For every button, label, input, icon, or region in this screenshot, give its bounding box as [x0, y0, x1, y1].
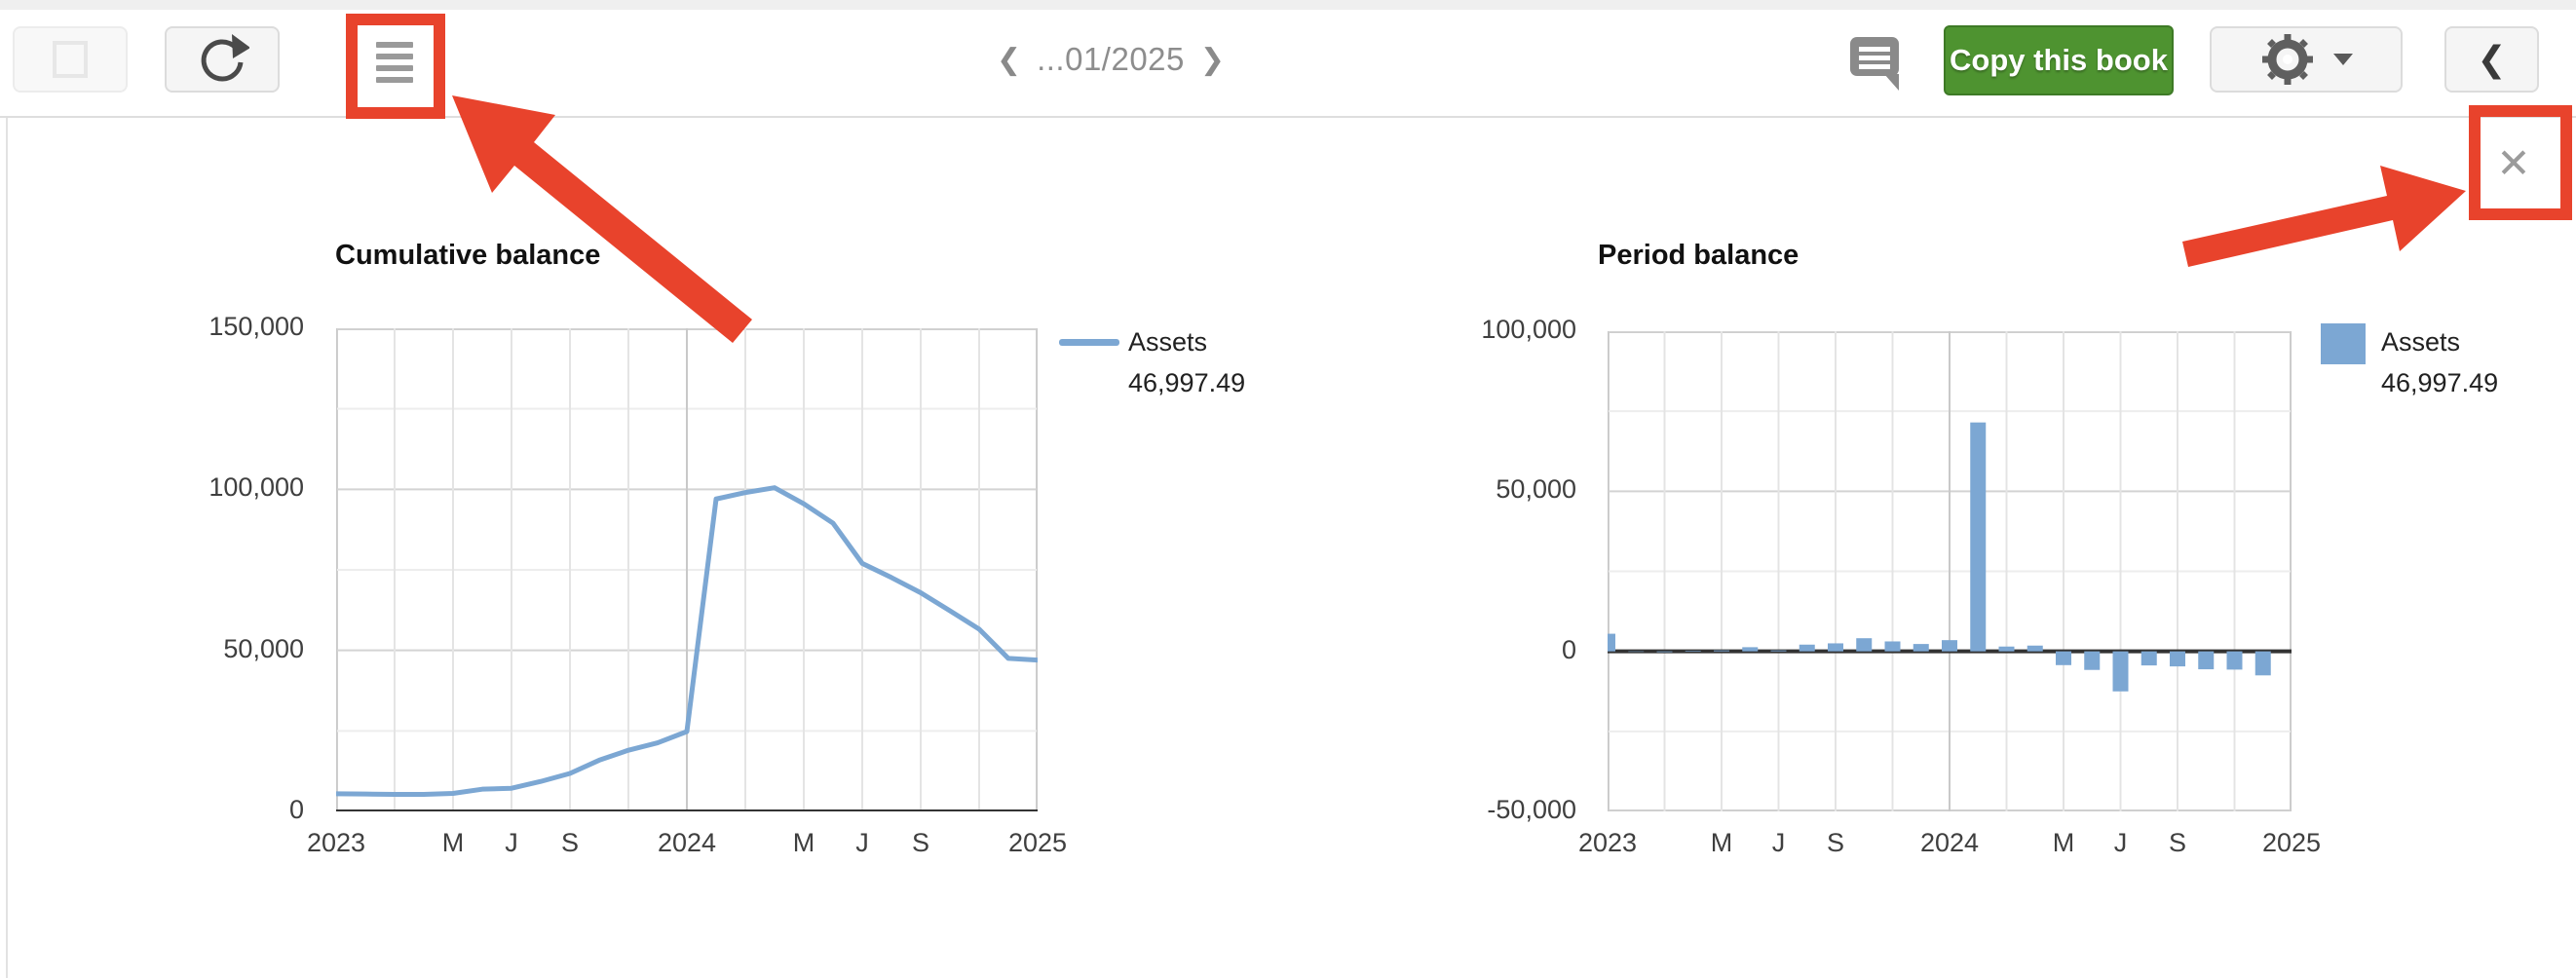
browser-top-strip: [0, 0, 2576, 10]
x-axis-tick-label: M: [2052, 828, 2075, 857]
date-navigation: ❮ ...01/2025 ❯: [974, 26, 1247, 93]
x-axis-tick-label: S: [1826, 828, 1844, 857]
legend-series-value: 46,997.49: [1128, 368, 1246, 397]
x-axis-tick-label: 2023: [1577, 828, 1638, 857]
x-axis-tick-label: 2025: [1007, 828, 1068, 857]
x-axis-tick-label: J: [1771, 828, 1786, 857]
x-axis-tick-label: S: [911, 828, 929, 857]
y-axis-tick-label: 50,000: [223, 633, 304, 663]
x-axis-tick-label: S: [560, 828, 579, 857]
y-axis-tick-label: 150,000: [208, 312, 304, 341]
legend-line-swatch: [1059, 339, 1119, 346]
annotation-arrow-to-close-button: [2182, 166, 2466, 267]
chart-title: Cumulative balance: [335, 240, 601, 271]
legend-square-swatch: [2321, 323, 2366, 364]
content-left-divider: [6, 118, 8, 978]
settings-button[interactable]: [2210, 26, 2403, 93]
copy-book-button[interactable]: Copy this book: [1944, 25, 2174, 95]
x-axis-tick-label: J: [855, 828, 869, 857]
period-balance-plot: [1608, 331, 2292, 811]
y-axis-tick-label: 100,000: [1481, 315, 1576, 344]
x-axis-tick-label: M: [441, 828, 465, 857]
chevron-left-icon: ❮: [2477, 39, 2507, 79]
annotation-box-list-button: [346, 14, 445, 119]
annotation-box-close-button: [2469, 105, 2572, 220]
y-axis-tick-label: -50,000: [1487, 795, 1576, 824]
cumulative-balance-plot: [336, 328, 1038, 811]
prev-period-button[interactable]: ❮: [996, 43, 1022, 76]
y-axis-tick-label: 0: [288, 795, 304, 824]
x-axis-tick-label: M: [1710, 828, 1733, 857]
refresh-icon: [201, 34, 249, 82]
x-axis-tick-label: J: [505, 828, 518, 857]
legend-series-name: Assets: [1128, 327, 1208, 357]
x-axis-tick-label: 2024: [657, 828, 717, 857]
refresh-button[interactable]: [165, 26, 280, 93]
list-icon: [376, 42, 413, 48]
toolbar-divider: [0, 116, 2576, 118]
x-axis-tick-label: 2024: [1919, 828, 1980, 857]
x-axis-tick-label: M: [792, 828, 815, 857]
panel-close-button[interactable]: ✕: [2486, 134, 2541, 191]
legend-series-name: Assets: [2381, 327, 2461, 357]
x-axis-tick-label: J: [2113, 828, 2128, 857]
comments-button[interactable]: [1847, 29, 1904, 94]
y-axis-tick-label: 100,000: [208, 472, 304, 503]
select-button[interactable]: [13, 26, 128, 93]
next-period-button[interactable]: ❯: [1199, 43, 1226, 76]
x-axis-tick-label: 2025: [2261, 828, 2322, 857]
gear-icon: [2262, 34, 2313, 85]
current-period-label: ...01/2025: [1037, 41, 1185, 77]
square-outline-icon: [53, 41, 88, 78]
legend-series-value: 46,997.49: [2381, 368, 2499, 397]
collapse-panel-button[interactable]: ❮: [2444, 26, 2539, 93]
y-axis-tick-label: 50,000: [1496, 474, 1576, 505]
transactions-list-button[interactable]: [358, 19, 432, 105]
comment-icon: [1850, 37, 1899, 91]
chevron-down-icon: [2333, 54, 2353, 65]
y-axis-tick-label: 0: [1561, 634, 1576, 664]
chart-title: Period balance: [1598, 240, 1799, 271]
x-axis-tick-label: S: [2168, 828, 2186, 857]
x-axis-tick-label: 2023: [306, 828, 366, 857]
close-icon: ✕: [2496, 139, 2531, 186]
annotation-arrow-to-list-button: [452, 95, 752, 343]
